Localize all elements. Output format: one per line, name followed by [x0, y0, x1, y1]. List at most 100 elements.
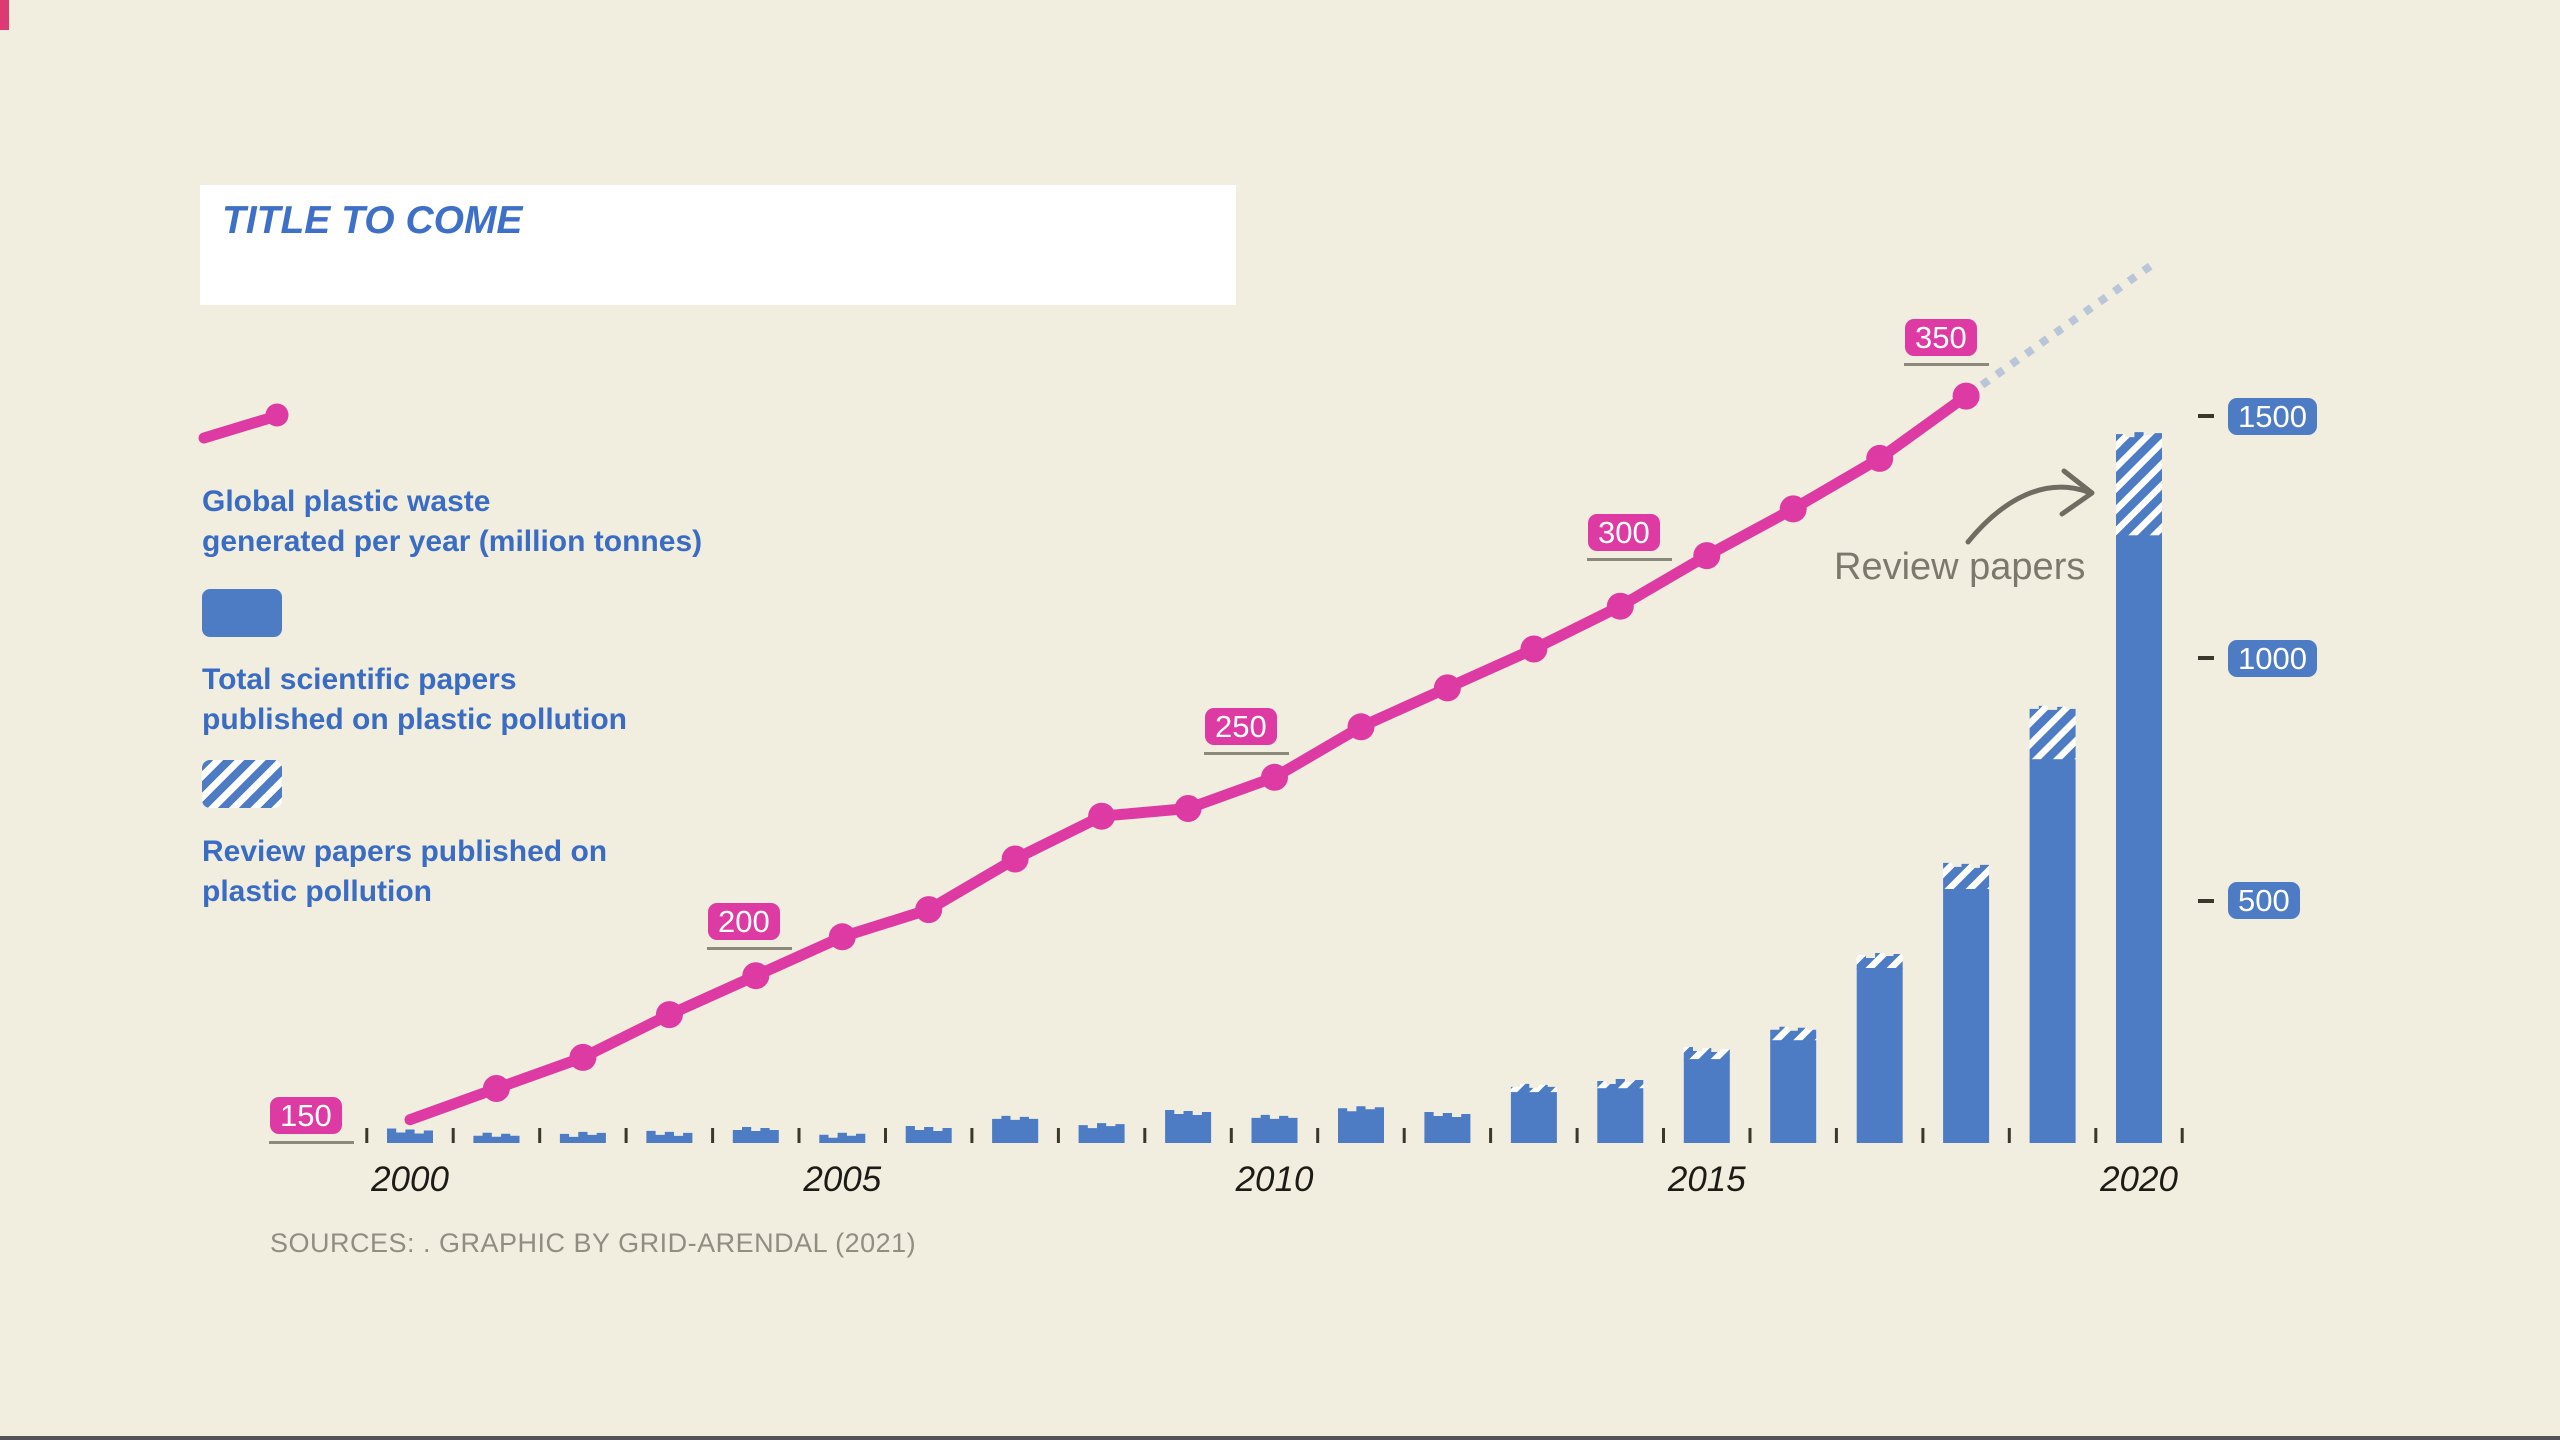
bar-axis-badge-1000: 1000	[2228, 639, 2317, 677]
bar-total-2017	[1856, 968, 1903, 1143]
x-axis-label-2020: 2020	[2100, 1160, 2178, 1199]
bar-total-2015	[1683, 1059, 1730, 1143]
bar-review-2018	[1943, 862, 1990, 890]
x-axis-tick	[2180, 1128, 2184, 1143]
bar-total-2003	[646, 1130, 693, 1143]
bar-total-2008	[1078, 1123, 1125, 1143]
x-axis-tick	[1834, 1128, 1838, 1143]
x-axis-tick	[2007, 1128, 2011, 1143]
gridline-underline-350	[1904, 363, 1989, 366]
x-axis-tick	[365, 1128, 369, 1143]
x-axis-tick	[624, 1128, 628, 1143]
line-point-2004	[742, 962, 770, 990]
chart-title: TITLE TO COME	[222, 199, 523, 242]
x-axis-tick	[884, 1128, 887, 1143]
bar-axis-dash-500	[2198, 898, 2214, 903]
bar-total-2006	[905, 1126, 952, 1143]
bar-total-2002	[559, 1131, 606, 1143]
line-value-badge-200: 200	[708, 902, 780, 940]
gridline-underline-250	[1204, 752, 1289, 755]
gridline-underline-150	[269, 1141, 354, 1144]
legend-line-dot-icon	[198, 403, 289, 444]
bar-review-2019	[2029, 705, 2076, 761]
line-point-2001	[482, 1075, 510, 1102]
gridline-underline-200	[707, 946, 792, 950]
gridline-underline-300	[1587, 557, 1672, 561]
line-point-2016	[1779, 495, 1807, 523]
x-axis-tick	[1748, 1128, 1752, 1143]
line-point-2006	[915, 896, 943, 924]
x-axis-tick	[451, 1128, 455, 1143]
legend-label-plastic-waste: Global plastic waste generated per year …	[202, 485, 703, 558]
annotation-arrow-head	[2059, 468, 2095, 517]
x-axis-tick	[1229, 1128, 1233, 1143]
bar-review-2014	[1597, 1079, 1644, 1090]
projection-dotted-line	[1979, 258, 2159, 389]
x-axis-tick	[1056, 1128, 1060, 1143]
bar-axis-dash-1000	[2198, 656, 2214, 661]
annotation-review-papers: Review papers	[1834, 546, 2086, 588]
x-axis-label-2000: 2000	[371, 1160, 449, 1199]
bar-total-2019	[2029, 759, 2076, 1143]
bar-total-2001	[473, 1132, 520, 1143]
line-point-2014	[1606, 592, 1634, 620]
legend-label-review-papers: Review papers published on plastic pollu…	[202, 835, 608, 908]
x-axis-tick	[1316, 1128, 1320, 1143]
line-point-2009	[1174, 795, 1202, 822]
line-value-badge-350: 350	[1905, 319, 1977, 356]
x-axis-label-2010: 2010	[1235, 1160, 1314, 1199]
x-axis-tick	[1489, 1128, 1493, 1143]
line-point-2011	[1347, 713, 1375, 741]
bar-axis-dash-1500	[2198, 414, 2214, 419]
bar-review-2020	[2116, 432, 2162, 537]
line-point-2002	[569, 1043, 597, 1071]
line-point-2015	[1693, 542, 1721, 570]
screen-artifact-bottom-edge	[0, 1436, 2560, 1440]
line-point-2013	[1520, 635, 1548, 663]
bar-total-2004	[732, 1127, 779, 1143]
screen-artifact-corner	[0, 0, 9, 30]
x-axis-tick	[970, 1128, 974, 1143]
annotation-arrow	[1965, 484, 2091, 545]
bar-total-2005	[819, 1132, 866, 1143]
line-point-2005	[828, 923, 856, 951]
bar-total-2014	[1597, 1088, 1644, 1143]
bar-axis-badge-1500: 1500	[2228, 397, 2317, 435]
line-value-badge-300: 300	[1588, 513, 1660, 551]
bar-axis-badge-500: 500	[2228, 882, 2300, 920]
bar-total-2011	[1338, 1106, 1384, 1143]
x-axis-label-2015: 2015	[1667, 1160, 1746, 1199]
bar-total-2007	[992, 1115, 1039, 1143]
bar-total-2020	[2116, 535, 2162, 1143]
x-axis-tick	[538, 1128, 542, 1143]
x-axis-tick	[1143, 1128, 1147, 1143]
bar-total-2009	[1165, 1110, 1212, 1143]
x-axis-tick	[1662, 1128, 1665, 1143]
line-point-2007	[1001, 845, 1029, 873]
bar-review-2017	[1856, 953, 1903, 969]
line-value-badge-250: 250	[1205, 708, 1277, 745]
line-point-2012	[1433, 674, 1461, 702]
line-value-badge-150: 150	[270, 1097, 342, 1134]
line-point-2017	[1866, 444, 1894, 472]
bar-review-2013	[1510, 1083, 1557, 1094]
bar-total-2012	[1424, 1112, 1471, 1143]
line-point-2018	[1952, 382, 1980, 410]
x-axis-label-2005: 2005	[803, 1160, 882, 1199]
x-axis-tick	[1921, 1128, 1925, 1143]
legend-hatch-bar-swatch-icon	[202, 760, 282, 808]
x-axis-tick	[711, 1128, 715, 1143]
bar-total-2000	[387, 1128, 433, 1143]
legend-label-total-papers: Total scientific papers published on pla…	[202, 663, 627, 736]
legend-solid-bar-swatch-icon	[202, 589, 282, 637]
x-axis-tick	[797, 1128, 801, 1143]
line-point-2010	[1261, 763, 1288, 791]
bar-review-2015	[1683, 1047, 1730, 1061]
line-point-2003	[655, 1001, 683, 1029]
bar-total-2016	[1770, 1040, 1817, 1143]
x-axis-tick	[2094, 1128, 2098, 1143]
source-credit: SOURCES: . GRAPHIC BY GRID-ARENDAL (2021…	[270, 1228, 917, 1258]
bar-total-2013	[1510, 1092, 1557, 1143]
